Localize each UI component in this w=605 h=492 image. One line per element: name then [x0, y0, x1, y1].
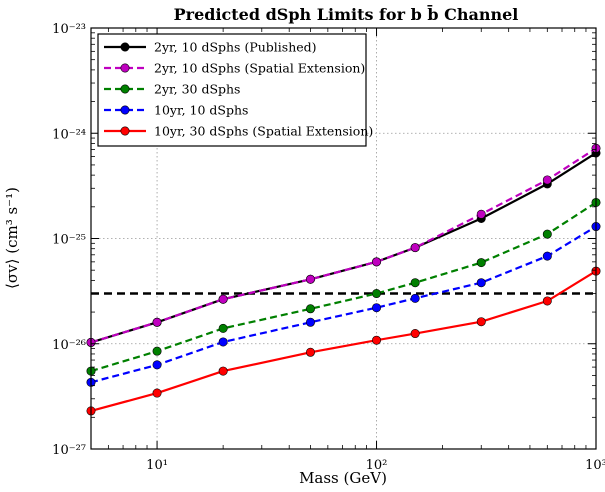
series-line-1 — [90, 151, 597, 344]
series-4-point — [152, 360, 162, 370]
chart-title: Predicted dSph Limits for b b̄ Channel — [174, 4, 519, 24]
series-4-point — [372, 303, 382, 313]
x-axis-label: Mass (GeV) — [299, 469, 387, 487]
series-line-5 — [90, 270, 597, 412]
y-tick-label: 10⁻²⁴ — [52, 127, 86, 142]
series-5-point — [542, 296, 552, 306]
series-2-point — [218, 294, 228, 304]
series-4-point — [218, 337, 228, 347]
series-2-point — [542, 175, 552, 185]
y-tick-label: 10⁻²⁵ — [52, 233, 86, 248]
series-3-point — [218, 323, 228, 333]
series-lines — [86, 143, 601, 416]
legend-marker-1 — [120, 42, 130, 52]
legend-label-4: 10yr, 10 dSphs — [154, 103, 248, 118]
series-4-point — [305, 317, 315, 327]
series-3-point — [372, 289, 382, 299]
plot-frame — [90, 27, 597, 450]
x-tick-label: 10¹ — [146, 458, 168, 473]
series-4-point — [476, 278, 486, 288]
legend-label-5: 10yr, 30 dSphs (Spatial Extension) — [154, 124, 373, 139]
legend-marker-4 — [120, 105, 130, 115]
legend-label-2: 2yr, 10 dSphs (Spatial Extension) — [154, 61, 365, 76]
series-3-point — [152, 346, 162, 356]
series-2-point — [476, 209, 486, 219]
legend-marker-2 — [120, 63, 130, 73]
series-2-point — [152, 317, 162, 327]
series-line-3 — [90, 201, 597, 373]
series-4-point — [542, 251, 552, 261]
legend-label-3: 2yr, 30 dSphs — [154, 82, 240, 97]
series-3-point — [305, 304, 315, 314]
series-5-point — [372, 335, 382, 345]
series-4-point — [410, 293, 420, 303]
series-line-4 — [90, 225, 597, 384]
y-tick-label: 10⁻²⁷ — [52, 443, 86, 458]
series-3-point — [542, 229, 552, 239]
y-axis-label: ⟨σv⟩ (cm³ s⁻¹) — [3, 187, 21, 289]
series-3-point — [410, 278, 420, 288]
legend-marker-5 — [120, 126, 130, 136]
legend: 2yr, 10 dSphs (Published) 2yr, 10 dSphs (… — [97, 33, 373, 147]
series-2-point — [410, 243, 420, 253]
series-2-point — [305, 274, 315, 284]
x-tick-label: 10² — [366, 458, 388, 473]
series-5-point — [476, 317, 486, 327]
series-5-point — [152, 388, 162, 398]
series-5-point — [305, 347, 315, 357]
axis-ticks: 10¹ 10² 10³ 10⁻²⁷ 10⁻²⁶ 10⁻²⁵ 10⁻²⁴ 10⁻²³ — [52, 22, 605, 473]
series-5-point — [218, 366, 228, 376]
series-5-point — [410, 329, 420, 339]
x-tick-label: 10³ — [585, 458, 605, 473]
y-tick-label: 10⁻²³ — [52, 22, 86, 37]
series-2-point — [372, 257, 382, 267]
legend-marker-3 — [120, 84, 130, 94]
series-3-point — [476, 258, 486, 268]
legend-label-1: 2yr, 10 dSphs (Published) — [154, 40, 317, 55]
series-line-2 — [90, 147, 597, 344]
y-tick-label: 10⁻²⁶ — [52, 338, 86, 353]
